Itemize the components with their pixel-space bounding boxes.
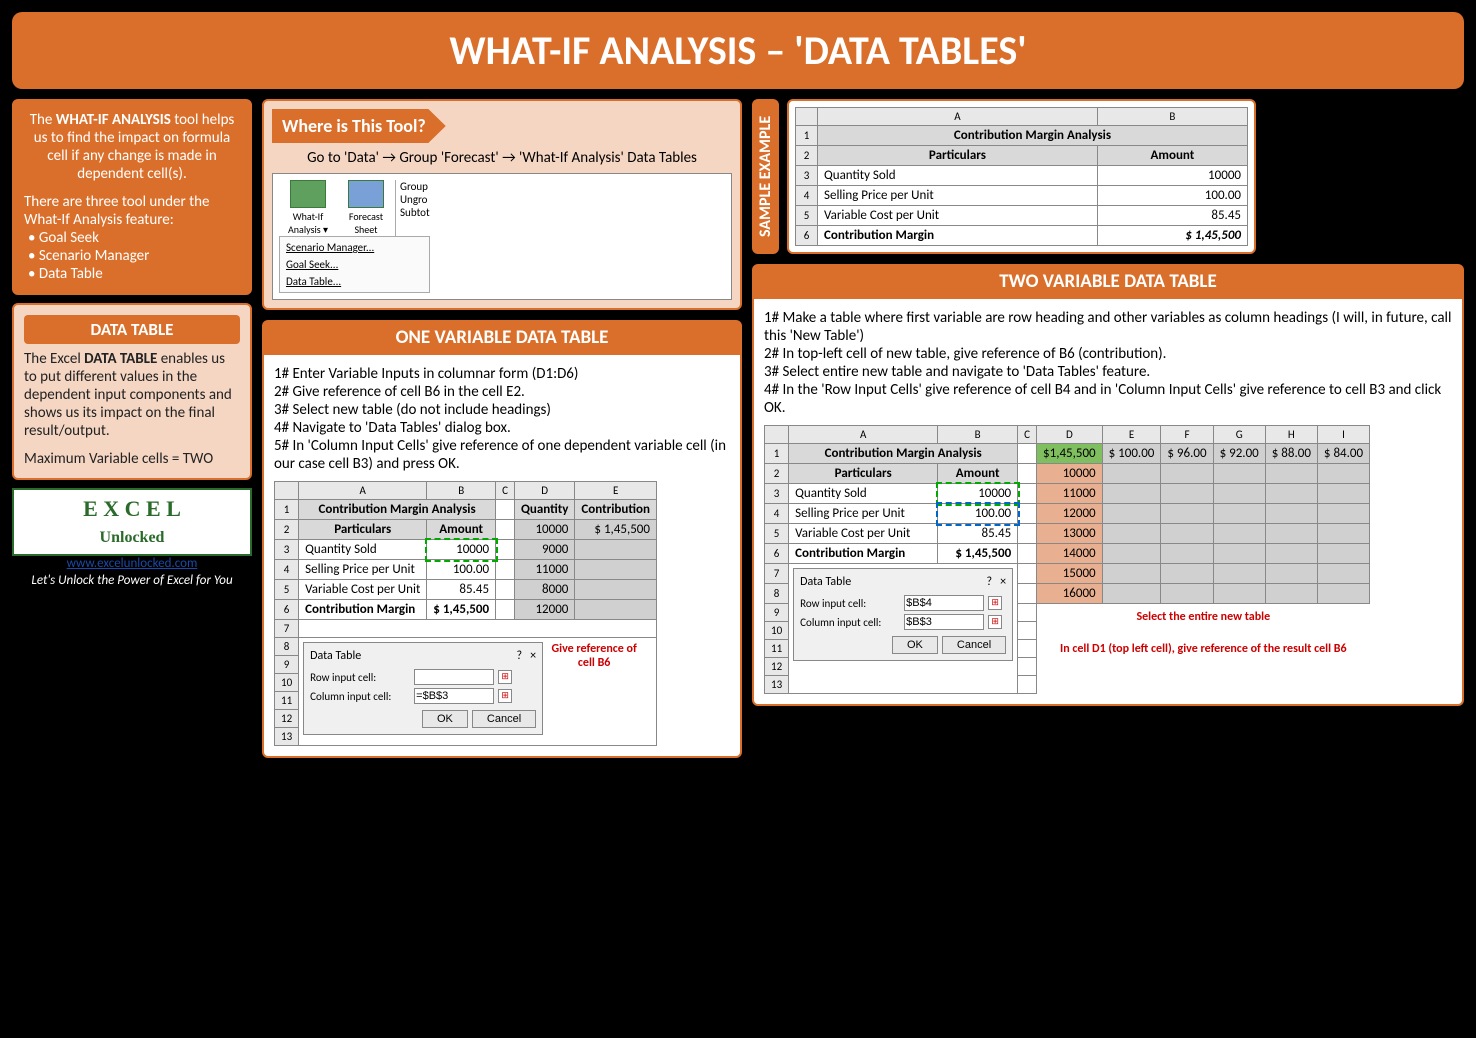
one-step: 1# Enter Variable Inputs in columnar for… xyxy=(274,365,730,383)
logo-box: E X C E LUnlocked www.excelunlocked.com … xyxy=(12,488,252,588)
sample-table: AB 1Contribution Margin Analysis 2Partic… xyxy=(795,107,1248,246)
page-title: WHAT-IF ANALYSIS – 'DATA TABLES' xyxy=(12,12,1464,89)
one-dialog: Data Table? × Row input cell:⊞ Column in… xyxy=(303,642,543,735)
cancel-button[interactable]: Cancel xyxy=(472,710,536,728)
where-banner: Where is This Tool? xyxy=(272,109,446,143)
one-step: 5# In 'Column Input Cells' give referenc… xyxy=(274,437,730,473)
one-step: 3# Select new table (do not include head… xyxy=(274,401,730,419)
two-var-head: TWO VARIABLE DATA TABLE xyxy=(752,264,1464,299)
where-panel: Where is This Tool? Go to 'Data' → Group… xyxy=(262,99,742,310)
two-step: 4# In the 'Row Input Cells' give referen… xyxy=(764,381,1452,417)
row-input-cell[interactable] xyxy=(904,595,984,611)
sample-panel: SAMPLE EXAMPLE AB 1Contribution Margin A… xyxy=(752,99,1464,254)
one-step: 2# Give reference of cell B6 in the cell… xyxy=(274,383,730,401)
sample-desc: In the screenshot, cell B6 (contribution… xyxy=(1264,99,1464,254)
intro-panel: The WHAT-IF ANALYSIS tool helps us to fi… xyxy=(12,99,252,295)
two-callout1: Select the entire new table xyxy=(1043,610,1364,624)
two-var-table: ABCDEFGHI 1Contribution Margin Analysis$… xyxy=(764,425,1370,694)
ribbon-mock: What-If Analysis ▾ Forecast Sheet Group … xyxy=(272,173,732,300)
sample-tab: SAMPLE EXAMPLE xyxy=(752,99,779,254)
where-path: Go to 'Data' → Group 'Forecast' → 'What-… xyxy=(272,149,732,167)
datatable-panel: DATA TABLE The Excel DATA TABLE enables … xyxy=(12,303,252,480)
logo-url[interactable]: www.excelunlocked.com xyxy=(12,556,252,571)
intro-item: Goal Seek xyxy=(28,229,240,247)
one-step: 4# Navigate to 'Data Tables' dialog box. xyxy=(274,419,730,437)
ok-button[interactable]: OK xyxy=(422,710,468,728)
two-step: 2# In top-left cell of new table, give r… xyxy=(764,345,1452,363)
row-input-cell[interactable] xyxy=(414,669,494,685)
one-callout: Give reference of cell B6 xyxy=(549,642,639,670)
two-callout2: In cell D1 (top left cell), give referen… xyxy=(1043,642,1364,656)
one-var-section: ONE VARIABLE DATA TABLE 1# Enter Variabl… xyxy=(262,320,742,758)
one-var-head: ONE VARIABLE DATA TABLE xyxy=(262,320,742,355)
datatable-head: DATA TABLE xyxy=(24,315,240,344)
two-dialog: Data Table? × Row input cell:⊞ Column in… xyxy=(793,568,1013,661)
two-var-section: TWO VARIABLE DATA TABLE 1# Make a table … xyxy=(752,264,1464,706)
logo-tagline: Let's Unlock the Power of Excel for You xyxy=(12,573,252,588)
col-input-cell[interactable] xyxy=(904,614,984,630)
one-var-table: ABCDE 1Contribution Margin AnalysisQuant… xyxy=(274,481,657,746)
intro-item: Data Table xyxy=(28,265,240,283)
col-input-cell[interactable] xyxy=(414,688,494,704)
cancel-button[interactable]: Cancel xyxy=(942,636,1006,654)
two-step: 1# Make a table where first variable are… xyxy=(764,309,1452,345)
intro-item: Scenario Manager xyxy=(28,247,240,265)
ok-button[interactable]: OK xyxy=(892,636,938,654)
two-step: 3# Select entire new table and navigate … xyxy=(764,363,1452,381)
